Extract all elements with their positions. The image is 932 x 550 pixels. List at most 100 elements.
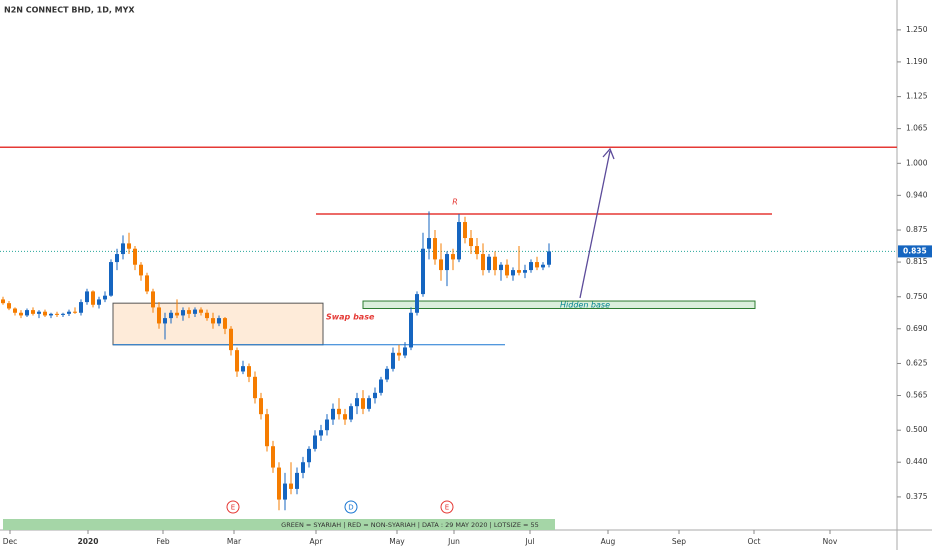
candle-body xyxy=(505,264,509,276)
y-tick-label: 0.625 xyxy=(906,358,928,367)
candle-body xyxy=(349,406,353,420)
candle-body xyxy=(493,256,497,271)
y-tick-label: 0.815 xyxy=(906,257,928,266)
candle-body xyxy=(517,270,521,273)
candle-body xyxy=(265,414,269,447)
candle-body xyxy=(487,256,491,271)
candle-body xyxy=(445,254,449,271)
candle-body xyxy=(19,312,23,316)
candle-body xyxy=(535,262,539,268)
y-tick-label: 0.375 xyxy=(906,492,928,501)
candle-body xyxy=(397,352,401,356)
candle-body xyxy=(85,291,89,303)
candle-body xyxy=(427,238,431,249)
candle-body xyxy=(541,264,545,268)
candle-body xyxy=(163,318,167,324)
event-marker xyxy=(226,500,240,514)
candle-body xyxy=(43,311,47,316)
y-tick-label: 1.000 xyxy=(906,158,928,167)
candle-body xyxy=(97,299,101,305)
footer-banner xyxy=(3,519,555,530)
candle-body xyxy=(55,313,59,315)
x-tick-label: May xyxy=(389,537,405,546)
candle-body xyxy=(469,238,473,247)
candle-body xyxy=(481,254,485,271)
candle-body xyxy=(133,248,137,265)
y-tick-label: 1.125 xyxy=(906,92,928,101)
candle-body xyxy=(157,307,161,324)
candle-body xyxy=(193,309,197,314)
candle-body xyxy=(13,308,17,313)
candle-body xyxy=(385,368,389,380)
candle-body xyxy=(271,446,275,468)
candle-body xyxy=(61,313,65,315)
candle-body xyxy=(463,222,467,239)
candle-body xyxy=(289,483,293,489)
candle-body xyxy=(49,313,53,316)
candle-body xyxy=(433,238,437,260)
candle-body xyxy=(547,251,551,265)
candle-body xyxy=(151,291,155,308)
candle-body xyxy=(67,311,71,314)
candle-body xyxy=(373,392,377,399)
candle-body xyxy=(223,318,227,329)
swap-zone xyxy=(112,302,324,346)
x-tick-label: Dec xyxy=(3,537,18,546)
candle-body xyxy=(511,270,515,276)
candle-body xyxy=(235,350,239,372)
candle-body xyxy=(343,414,347,420)
y-tick-label: 0.875 xyxy=(906,225,928,234)
x-tick-label: Jun xyxy=(447,537,460,546)
candle-body xyxy=(139,264,143,276)
candle-body xyxy=(475,246,479,255)
candle-body xyxy=(253,376,257,399)
y-tick-label: 1.065 xyxy=(906,124,928,133)
footer-text: GREEN = SYARIAH | RED = NON-SYARIAH | DA… xyxy=(281,521,539,529)
candle-body xyxy=(217,318,221,324)
candle-body xyxy=(457,222,461,260)
candle-body xyxy=(109,262,113,296)
candle-body xyxy=(37,311,41,314)
candle-body xyxy=(247,366,251,377)
x-tick-label: Feb xyxy=(156,537,170,546)
y-tick-label: 1.250 xyxy=(906,25,928,34)
candle-body xyxy=(499,264,503,271)
candle-body xyxy=(73,311,77,313)
candle-body xyxy=(169,312,173,319)
candle-body xyxy=(115,254,119,263)
x-tick-label: Oct xyxy=(748,537,761,546)
last-price-tag xyxy=(898,245,932,258)
candle-body xyxy=(523,270,527,273)
event-marker xyxy=(344,500,358,514)
chart-title: N2N CONNECT BHD, 1D, MYX xyxy=(4,6,135,15)
y-tick-label: 0.940 xyxy=(906,190,928,199)
swap-label: Swap base xyxy=(326,313,375,322)
event-marker xyxy=(440,500,454,514)
candle-body xyxy=(211,318,215,324)
candle-body xyxy=(529,262,533,271)
candle-body xyxy=(415,294,419,313)
projection-arrow xyxy=(579,150,611,299)
x-tick-label: Mar xyxy=(227,537,242,546)
candle-body xyxy=(379,379,383,393)
candle-body xyxy=(439,259,443,271)
candle-body xyxy=(127,243,131,249)
candle-body xyxy=(337,408,341,415)
candle-body xyxy=(31,310,35,314)
candle-body xyxy=(391,352,395,369)
event-label: D xyxy=(348,504,353,512)
candle-body xyxy=(103,295,107,300)
candle-body xyxy=(313,435,317,449)
candle-body xyxy=(259,398,263,415)
candle-body xyxy=(199,309,203,313)
candle-body xyxy=(319,430,323,436)
candle-body xyxy=(409,312,413,348)
y-tick-label: 0.565 xyxy=(906,390,928,399)
candle-body xyxy=(403,347,407,356)
candle-body xyxy=(295,472,299,489)
x-tick-label: Aug xyxy=(601,537,616,546)
candle-body xyxy=(421,248,425,295)
candle-body xyxy=(1,299,5,304)
candle-body xyxy=(229,328,233,351)
